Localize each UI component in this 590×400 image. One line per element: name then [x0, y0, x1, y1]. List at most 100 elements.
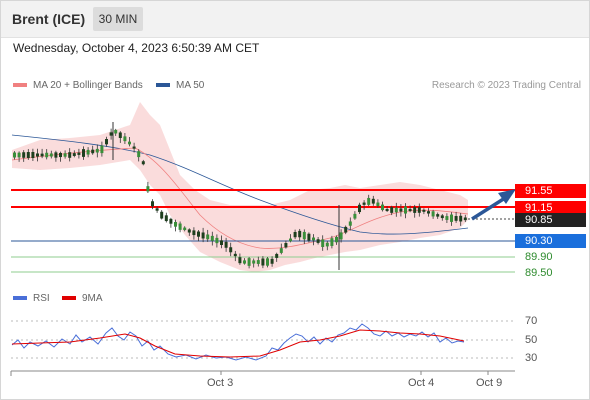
candle-up [210, 235, 214, 241]
legend-rsi-label: RSI [33, 293, 50, 304]
candle-down [105, 139, 108, 145]
candle-up [252, 260, 256, 264]
candle-up [325, 242, 329, 247]
candle-down [358, 204, 361, 213]
candle-up [178, 223, 182, 230]
level-last-label: 90.85 [515, 213, 586, 227]
candle-down [82, 149, 85, 157]
candle-down [192, 230, 196, 236]
ma50-swatch [156, 83, 170, 88]
candle-down [362, 202, 366, 205]
candle-up [404, 206, 407, 214]
forecast-arrow-head [498, 189, 516, 204]
x-label-oct9: Oct 9 [476, 377, 503, 389]
candle-down [132, 146, 136, 149]
rsi-swatch [13, 296, 27, 301]
candle-down [229, 247, 233, 253]
candle-down [284, 243, 288, 248]
candle-up [450, 214, 453, 222]
legend-9ma-label: 9MA [82, 293, 103, 304]
legend-ma20: MA 20 + Bollinger Bands [13, 80, 143, 91]
candle-down [261, 258, 265, 266]
candle-up [256, 260, 260, 264]
candle-down [197, 231, 200, 237]
level-r2-label: 91.55 [515, 184, 586, 198]
timeframe-button[interactable]: 30 MIN [93, 7, 143, 31]
candle-up [431, 211, 435, 217]
candle-down [275, 253, 279, 258]
candle-down [436, 214, 440, 217]
candle-down [270, 258, 274, 264]
candle-up [394, 207, 398, 213]
candle-down [201, 232, 205, 239]
candle-up [128, 141, 131, 145]
candle-down [344, 226, 348, 233]
legend-ma50-label: MA 50 [176, 80, 205, 91]
candle-down [31, 151, 35, 159]
candle-up [100, 145, 104, 154]
candle-down [40, 153, 44, 157]
candle-up [13, 152, 16, 158]
candle-up [86, 149, 90, 155]
level-s1-label: 89.90 [525, 251, 553, 263]
candle-down [59, 152, 62, 158]
candle-down [459, 215, 463, 222]
candle-down [160, 211, 164, 219]
candle-up [353, 213, 357, 219]
candle-up [49, 153, 53, 157]
candle-down [224, 241, 228, 248]
candle-down [316, 239, 320, 243]
candle-up [114, 129, 118, 134]
candle-up [266, 258, 269, 266]
candle-down [238, 257, 242, 264]
legend-rsi: RSI [13, 293, 50, 304]
candle-up [137, 151, 141, 158]
candle-up [63, 153, 67, 157]
bollinger-band [130, 102, 468, 272]
candle-up [312, 237, 315, 241]
candle-up [330, 238, 334, 246]
candle-down [454, 216, 458, 221]
instrument-title: Brent (ICE) [12, 11, 86, 27]
candle-up [215, 237, 219, 244]
level-s2-label: 89.50 [525, 267, 553, 279]
candle-down [155, 208, 159, 211]
legend-ma50: MA 50 [156, 80, 204, 91]
candle-down [463, 217, 467, 221]
candle-down [399, 208, 403, 212]
candle-down [385, 208, 389, 212]
candle-down [427, 211, 430, 214]
rsi-level-70: 70 [525, 315, 538, 327]
candle-down [141, 161, 145, 165]
candle-up [367, 197, 371, 205]
candle-up [45, 152, 49, 158]
ma50-line [11, 134, 469, 235]
ma20-line [11, 147, 469, 249]
candle-down [54, 152, 58, 158]
credit-text: Research © 2023 Trading Central [431, 80, 581, 91]
candle-down [408, 208, 412, 212]
candle-up [243, 260, 246, 264]
candles-group [13, 122, 467, 270]
bollinger-top-left [12, 125, 130, 170]
level-pivot-label: 90.30 [515, 234, 586, 248]
chart-datetime: Wednesday, October 4, 2023 6:50:39 AM CE… [13, 41, 260, 55]
candle-down [22, 152, 26, 158]
rsi-ma-line [11, 329, 465, 358]
candle-up [335, 236, 338, 243]
x-label-oct3: Oct 3 [207, 377, 234, 389]
candle-up [146, 186, 150, 192]
candle-down [220, 240, 223, 245]
candle-up [95, 148, 99, 153]
rsi-level-50: 50 [525, 334, 538, 346]
candle-down [77, 152, 81, 155]
candle-up [174, 221, 177, 227]
candle-up [123, 136, 127, 142]
candle-down [440, 215, 444, 219]
candle-up [247, 258, 251, 266]
legend-ma20-label: MA 20 + Bollinger Bands [33, 80, 143, 91]
candle-down [68, 152, 72, 158]
candle-down [187, 229, 191, 233]
candle-down [36, 153, 39, 157]
